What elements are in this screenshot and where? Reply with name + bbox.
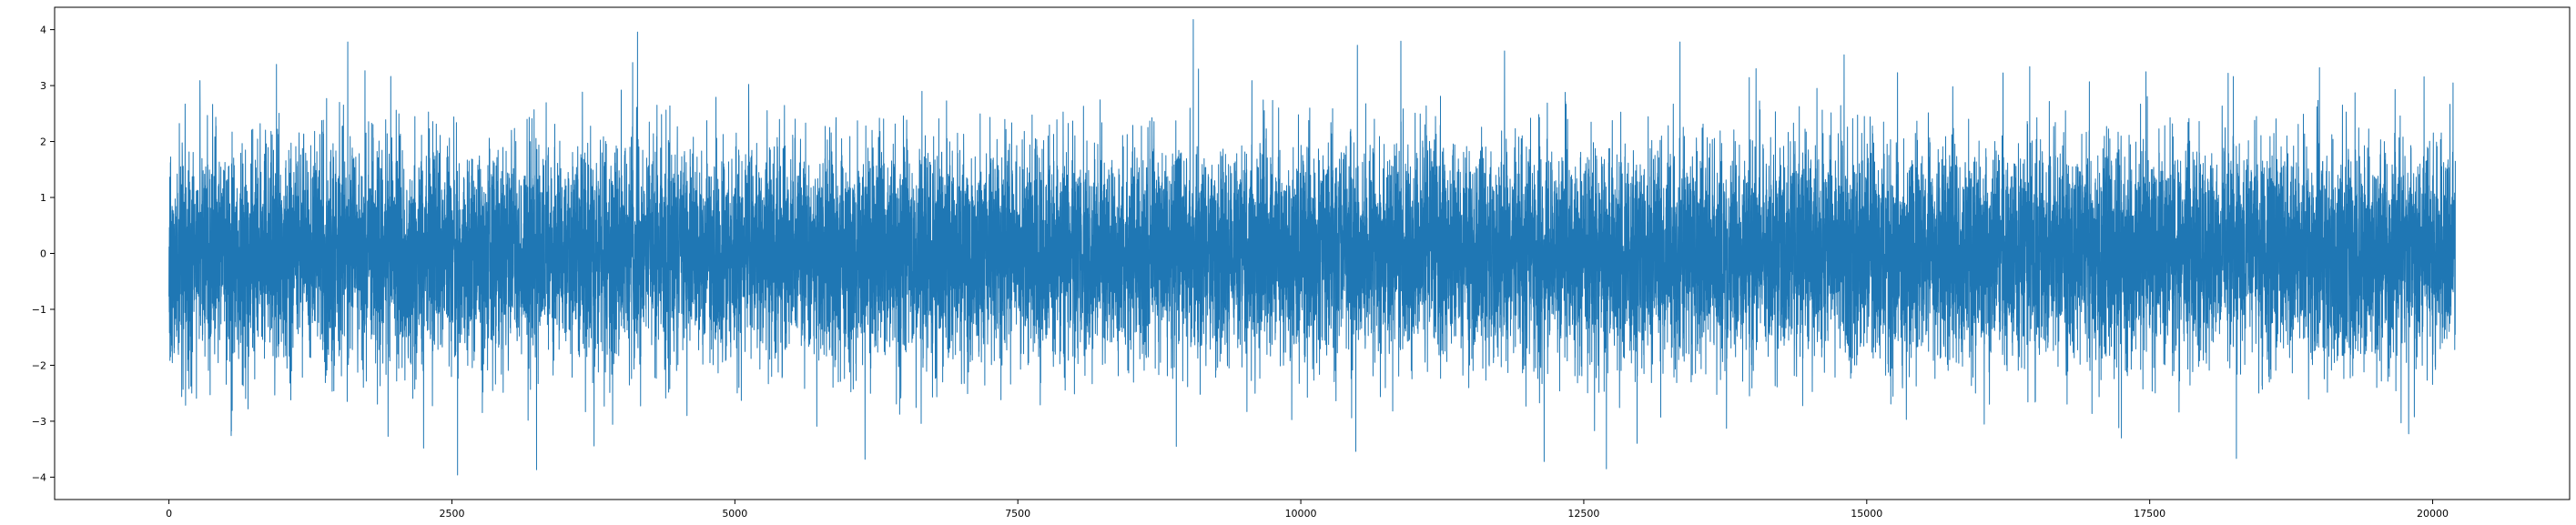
x-tick-label: 2500: [439, 508, 464, 520]
y-tick-label: 4: [40, 25, 46, 36]
x-tick-label: 10000: [1285, 508, 1317, 520]
series-line: [168, 19, 2456, 476]
y-tick-label: −3: [32, 416, 46, 428]
y-tick-label: −4: [32, 471, 46, 483]
x-tick-label: 12500: [1567, 508, 1599, 520]
y-tick-label: 1: [40, 192, 46, 204]
x-tick-label: 5000: [722, 508, 747, 520]
y-axis: −4 −3 −2 −1 0 1 2 3 4: [32, 25, 55, 483]
x-axis: 0 2500 5000 7500 10000 12500 15000 17500 20000: [166, 500, 2449, 520]
y-tick-label: −2: [32, 359, 46, 371]
axes-frame: [54, 6, 2571, 500]
plot-area: [168, 19, 2456, 476]
y-tick-label: 0: [40, 248, 46, 260]
x-tick-label: 20000: [2417, 508, 2449, 520]
y-tick-label: 3: [40, 80, 46, 92]
x-tick-label: 17500: [2134, 508, 2165, 520]
x-tick-label: 15000: [1851, 508, 1882, 520]
y-tick-label: 2: [40, 136, 46, 148]
y-tick-label: −1: [32, 304, 46, 316]
x-tick-label: 7500: [1005, 508, 1030, 520]
x-tick-label: 0: [166, 508, 172, 520]
